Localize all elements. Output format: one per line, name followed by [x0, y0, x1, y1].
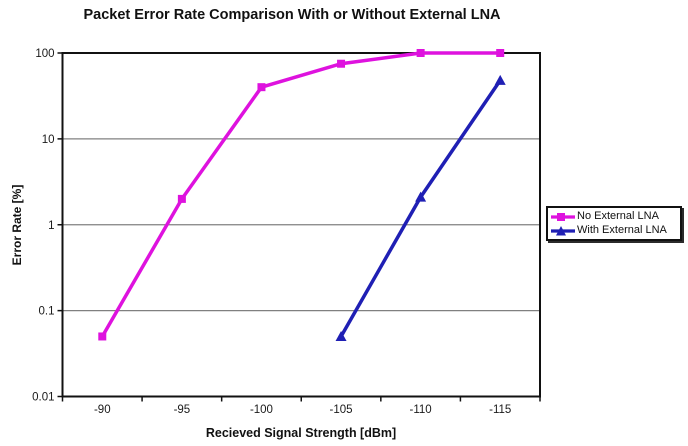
chart-title: Packet Error Rate Comparison With or Wit…: [83, 7, 501, 23]
data-point-triangle: [494, 74, 506, 85]
data-point-square: [257, 83, 266, 92]
legend-square-marker-icon: [551, 212, 575, 221]
series-line-no-external-lna: [100, 51, 501, 338]
x-tick-label: -95: [174, 404, 191, 416]
data-point-square: [177, 194, 186, 203]
y-tick-label: 0.01: [32, 392, 54, 404]
data-point-square: [98, 332, 107, 341]
legend-label: No External LNA: [577, 210, 659, 222]
x-tick-label: -100: [250, 404, 273, 416]
data-point-triangle: [335, 330, 347, 341]
data-point-square: [337, 59, 346, 68]
data-point-square: [496, 49, 505, 57]
legend-item-no-external-lna: No External LNA: [551, 210, 678, 223]
y-tick-label: 1: [48, 220, 54, 232]
legend: No External LNA With External LNA: [546, 206, 682, 241]
y-axis-title: Error Rate [%]: [10, 184, 24, 266]
x-axis-title: Recieved Signal Strength [dBm]: [205, 426, 397, 440]
legend-item-with-external-lna: With External LNA: [551, 224, 678, 237]
legend-triangle-marker-icon: [551, 225, 575, 235]
y-tick-label: 10: [42, 134, 55, 146]
x-tick-label: -90: [94, 404, 111, 416]
y-tick-label: 100: [35, 48, 54, 60]
data-point-square: [416, 49, 425, 57]
legend-label: With External LNA: [577, 224, 667, 236]
x-tick-label: -115: [489, 404, 511, 416]
y-tick-label: 0.1: [39, 306, 55, 318]
data-point-triangle: [415, 191, 427, 202]
x-tick-label: -105: [330, 404, 353, 416]
series-line-with-external-lna: [339, 79, 502, 338]
x-tick-label: -110: [410, 404, 432, 416]
